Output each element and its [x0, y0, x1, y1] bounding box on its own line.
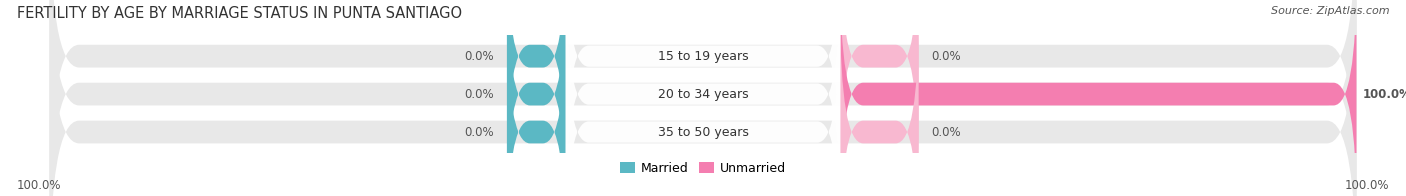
- Text: 100.0%: 100.0%: [17, 179, 62, 192]
- Text: 35 to 50 years: 35 to 50 years: [658, 125, 748, 139]
- Text: 100.0%: 100.0%: [1362, 88, 1406, 101]
- FancyBboxPatch shape: [565, 0, 841, 178]
- Legend: Married, Unmarried: Married, Unmarried: [614, 157, 792, 180]
- FancyBboxPatch shape: [508, 0, 565, 178]
- Text: Source: ZipAtlas.com: Source: ZipAtlas.com: [1271, 6, 1389, 16]
- Text: 0.0%: 0.0%: [464, 125, 494, 139]
- Text: 0.0%: 0.0%: [932, 125, 962, 139]
- FancyBboxPatch shape: [508, 0, 565, 196]
- FancyBboxPatch shape: [565, 0, 841, 196]
- Text: FERTILITY BY AGE BY MARRIAGE STATUS IN PUNTA SANTIAGO: FERTILITY BY AGE BY MARRIAGE STATUS IN P…: [17, 6, 463, 21]
- FancyBboxPatch shape: [49, 0, 1357, 196]
- FancyBboxPatch shape: [841, 0, 918, 178]
- Text: 0.0%: 0.0%: [932, 50, 962, 63]
- FancyBboxPatch shape: [49, 0, 1357, 196]
- Text: 20 to 34 years: 20 to 34 years: [658, 88, 748, 101]
- FancyBboxPatch shape: [49, 0, 1357, 196]
- Text: 0.0%: 0.0%: [464, 88, 494, 101]
- FancyBboxPatch shape: [565, 10, 841, 196]
- Text: 0.0%: 0.0%: [464, 50, 494, 63]
- Text: 100.0%: 100.0%: [1344, 179, 1389, 192]
- FancyBboxPatch shape: [508, 11, 565, 196]
- FancyBboxPatch shape: [841, 11, 918, 196]
- Text: 15 to 19 years: 15 to 19 years: [658, 50, 748, 63]
- FancyBboxPatch shape: [841, 0, 1357, 196]
